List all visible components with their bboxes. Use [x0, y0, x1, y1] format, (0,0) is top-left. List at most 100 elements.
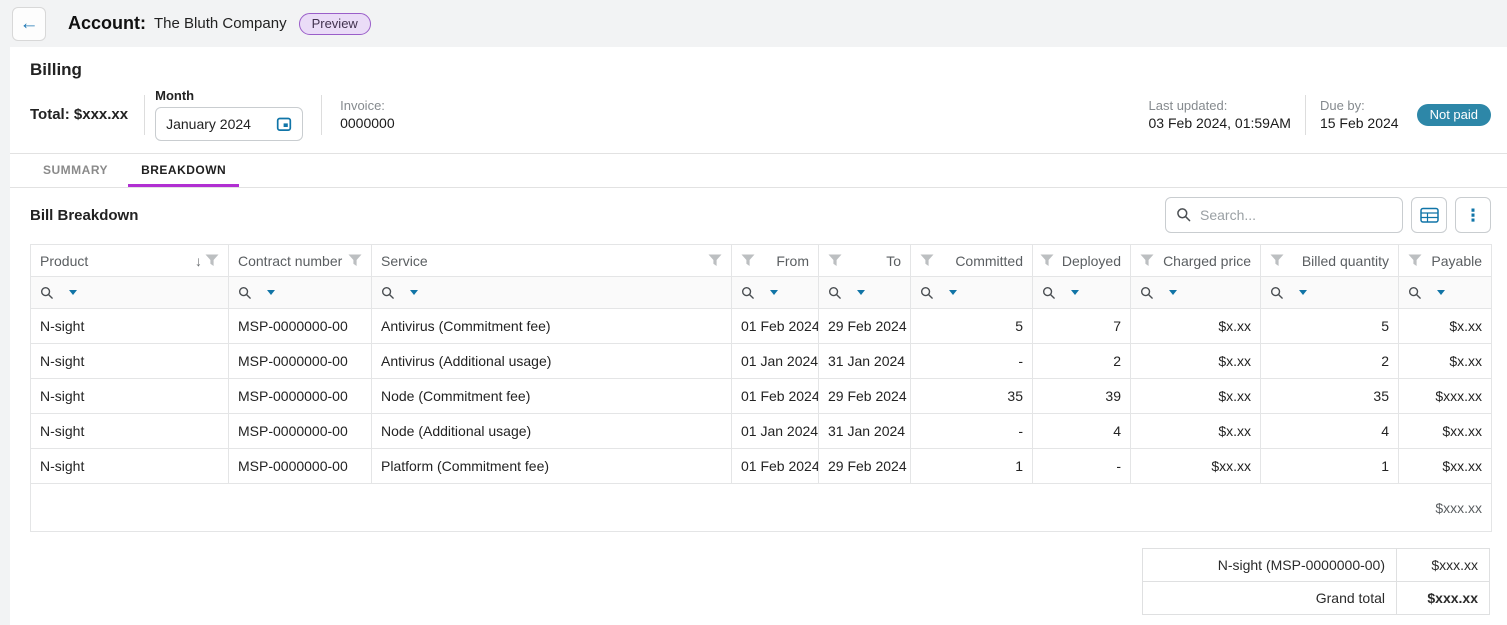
- cell-service: Platform (Commitment fee): [371, 448, 732, 484]
- table-row[interactable]: N-sight MSP-0000000-00 Antivirus (Commit…: [30, 308, 1492, 344]
- filter-funnel-icon[interactable]: [828, 254, 842, 267]
- cell-committed: 5: [910, 308, 1033, 344]
- filter-funnel-icon[interactable]: [1270, 254, 1284, 267]
- chevron-down-icon[interactable]: [410, 290, 418, 295]
- chevron-down-icon[interactable]: [770, 290, 778, 295]
- breakdown-toolbar: Bill Breakdown: [10, 188, 1507, 242]
- column-header-to[interactable]: To: [818, 244, 911, 277]
- summary-row: Grand total $xxx.xx: [1142, 581, 1490, 615]
- search-icon[interactable]: [40, 286, 54, 300]
- filter-cell-payable[interactable]: [1398, 276, 1492, 309]
- cell-service: Antivirus (Additional usage): [371, 343, 732, 379]
- account-name: The Bluth Company: [154, 15, 287, 32]
- cell-contract-number: MSP-0000000-00: [228, 308, 372, 344]
- cell-contract-number: MSP-0000000-00: [228, 378, 372, 414]
- cell-contract-number: MSP-0000000-00: [228, 448, 372, 484]
- search-icon[interactable]: [920, 286, 934, 300]
- cell-charged-price: $x.xx: [1130, 343, 1261, 379]
- cell-committed: -: [910, 343, 1033, 379]
- month-picker[interactable]: January 2024: [155, 107, 304, 141]
- search-box[interactable]: [1165, 197, 1403, 233]
- search-icon[interactable]: [381, 286, 395, 300]
- filter-cell-billed-quantity[interactable]: [1260, 276, 1399, 309]
- grand-total-label: Grand total: [1142, 581, 1397, 615]
- search-icon[interactable]: [741, 286, 755, 300]
- cell-to: 31 Jan 2024: [818, 343, 911, 379]
- filter-funnel-icon[interactable]: [920, 254, 934, 267]
- table-row[interactable]: N-sight MSP-0000000-00 Antivirus (Additi…: [30, 343, 1492, 379]
- filter-funnel-icon[interactable]: [205, 254, 219, 267]
- filter-cell-contract-number[interactable]: [228, 276, 372, 309]
- cell-committed: 35: [910, 378, 1033, 414]
- filter-funnel-icon[interactable]: [1408, 254, 1422, 267]
- cell-to: 29 Feb 2024: [818, 378, 911, 414]
- filter-cell-from[interactable]: [731, 276, 819, 309]
- page-title: Billing: [30, 60, 82, 79]
- billing-info-row: Total: $xxx.xx Month January 2024 Invoic…: [10, 80, 1507, 153]
- column-header-billed-quantity[interactable]: Billed quantity: [1260, 244, 1399, 277]
- column-header-product[interactable]: Product ↓: [30, 244, 229, 277]
- filter-cell-to[interactable]: [818, 276, 911, 309]
- search-input[interactable]: [1200, 207, 1380, 223]
- column-header-from[interactable]: From: [731, 244, 819, 277]
- column-header-contract-number[interactable]: Contract number: [228, 244, 372, 277]
- search-icon[interactable]: [1270, 286, 1284, 300]
- chevron-down-icon[interactable]: [267, 290, 275, 295]
- chevron-down-icon[interactable]: [1299, 290, 1307, 295]
- due-by-value: 15 Feb 2024: [1319, 115, 1399, 131]
- cell-from: 01 Feb 2024: [731, 448, 819, 484]
- export-xlsx-button[interactable]: [1411, 197, 1447, 233]
- chevron-down-icon[interactable]: [857, 290, 865, 295]
- cell-from: 01 Feb 2024: [731, 378, 819, 414]
- filter-funnel-icon[interactable]: [708, 254, 722, 267]
- cell-product: N-sight: [30, 378, 229, 414]
- filter-funnel-icon[interactable]: [741, 254, 755, 267]
- search-icon[interactable]: [1140, 286, 1154, 300]
- search-icon[interactable]: [1408, 286, 1422, 300]
- last-updated-block: Last updated: 03 Feb 2024, 01:59AM: [1149, 98, 1291, 131]
- search-icon[interactable]: [1042, 286, 1056, 300]
- chevron-down-icon[interactable]: [949, 290, 957, 295]
- back-button[interactable]: ←: [12, 6, 46, 41]
- table-row[interactable]: N-sight MSP-0000000-00 Node (Commitment …: [30, 378, 1492, 414]
- cell-from: 01 Jan 2024: [731, 343, 819, 379]
- filter-funnel-icon[interactable]: [348, 254, 362, 267]
- column-header-payable[interactable]: Payable: [1398, 244, 1492, 277]
- cell-deployed: 2: [1032, 343, 1131, 379]
- cell-committed: 1: [910, 448, 1033, 484]
- column-header-committed[interactable]: Committed: [910, 244, 1033, 277]
- tab-bar: SUMMARY BREAKDOWN: [10, 153, 1507, 188]
- search-icon[interactable]: [238, 286, 252, 300]
- table-row[interactable]: N-sight MSP-0000000-00 Platform (Commitm…: [30, 448, 1492, 484]
- cell-contract-number: MSP-0000000-00: [228, 343, 372, 379]
- divider: [144, 94, 146, 135]
- cell-product: N-sight: [30, 308, 229, 344]
- due-by-label: Due by:: [1319, 98, 1365, 113]
- filter-cell-service[interactable]: [371, 276, 732, 309]
- filter-funnel-icon[interactable]: [1040, 254, 1054, 267]
- column-header-service[interactable]: Service: [371, 244, 732, 277]
- table-row[interactable]: N-sight MSP-0000000-00 Node (Additional …: [30, 413, 1492, 449]
- chevron-down-icon[interactable]: [69, 290, 77, 295]
- more-options-button[interactable]: ⋮: [1455, 197, 1491, 233]
- filter-cell-deployed[interactable]: [1032, 276, 1131, 309]
- payment-status-badge: Not paid: [1416, 103, 1491, 126]
- invoice-label: Invoice:: [340, 98, 385, 113]
- column-header-charged-price[interactable]: Charged price: [1130, 244, 1261, 277]
- filter-cell-committed[interactable]: [910, 276, 1033, 309]
- cell-deployed: -: [1032, 448, 1131, 484]
- account-label: Account:: [68, 13, 146, 33]
- breakdown-table-wrap: Product ↓ Contract number: [10, 242, 1507, 532]
- chevron-down-icon[interactable]: [1437, 290, 1445, 295]
- column-header-deployed[interactable]: Deployed: [1032, 244, 1131, 277]
- calendar-icon[interactable]: [276, 116, 292, 132]
- chevron-down-icon[interactable]: [1169, 290, 1177, 295]
- filter-cell-product[interactable]: [30, 276, 229, 309]
- search-icon[interactable]: [828, 286, 842, 300]
- tab-summary[interactable]: SUMMARY: [43, 163, 109, 177]
- filter-cell-charged-price[interactable]: [1130, 276, 1261, 309]
- cell-charged-price: $x.xx: [1130, 413, 1261, 449]
- filter-funnel-icon[interactable]: [1140, 254, 1154, 267]
- tab-breakdown[interactable]: BREAKDOWN: [128, 154, 240, 187]
- chevron-down-icon[interactable]: [1071, 290, 1079, 295]
